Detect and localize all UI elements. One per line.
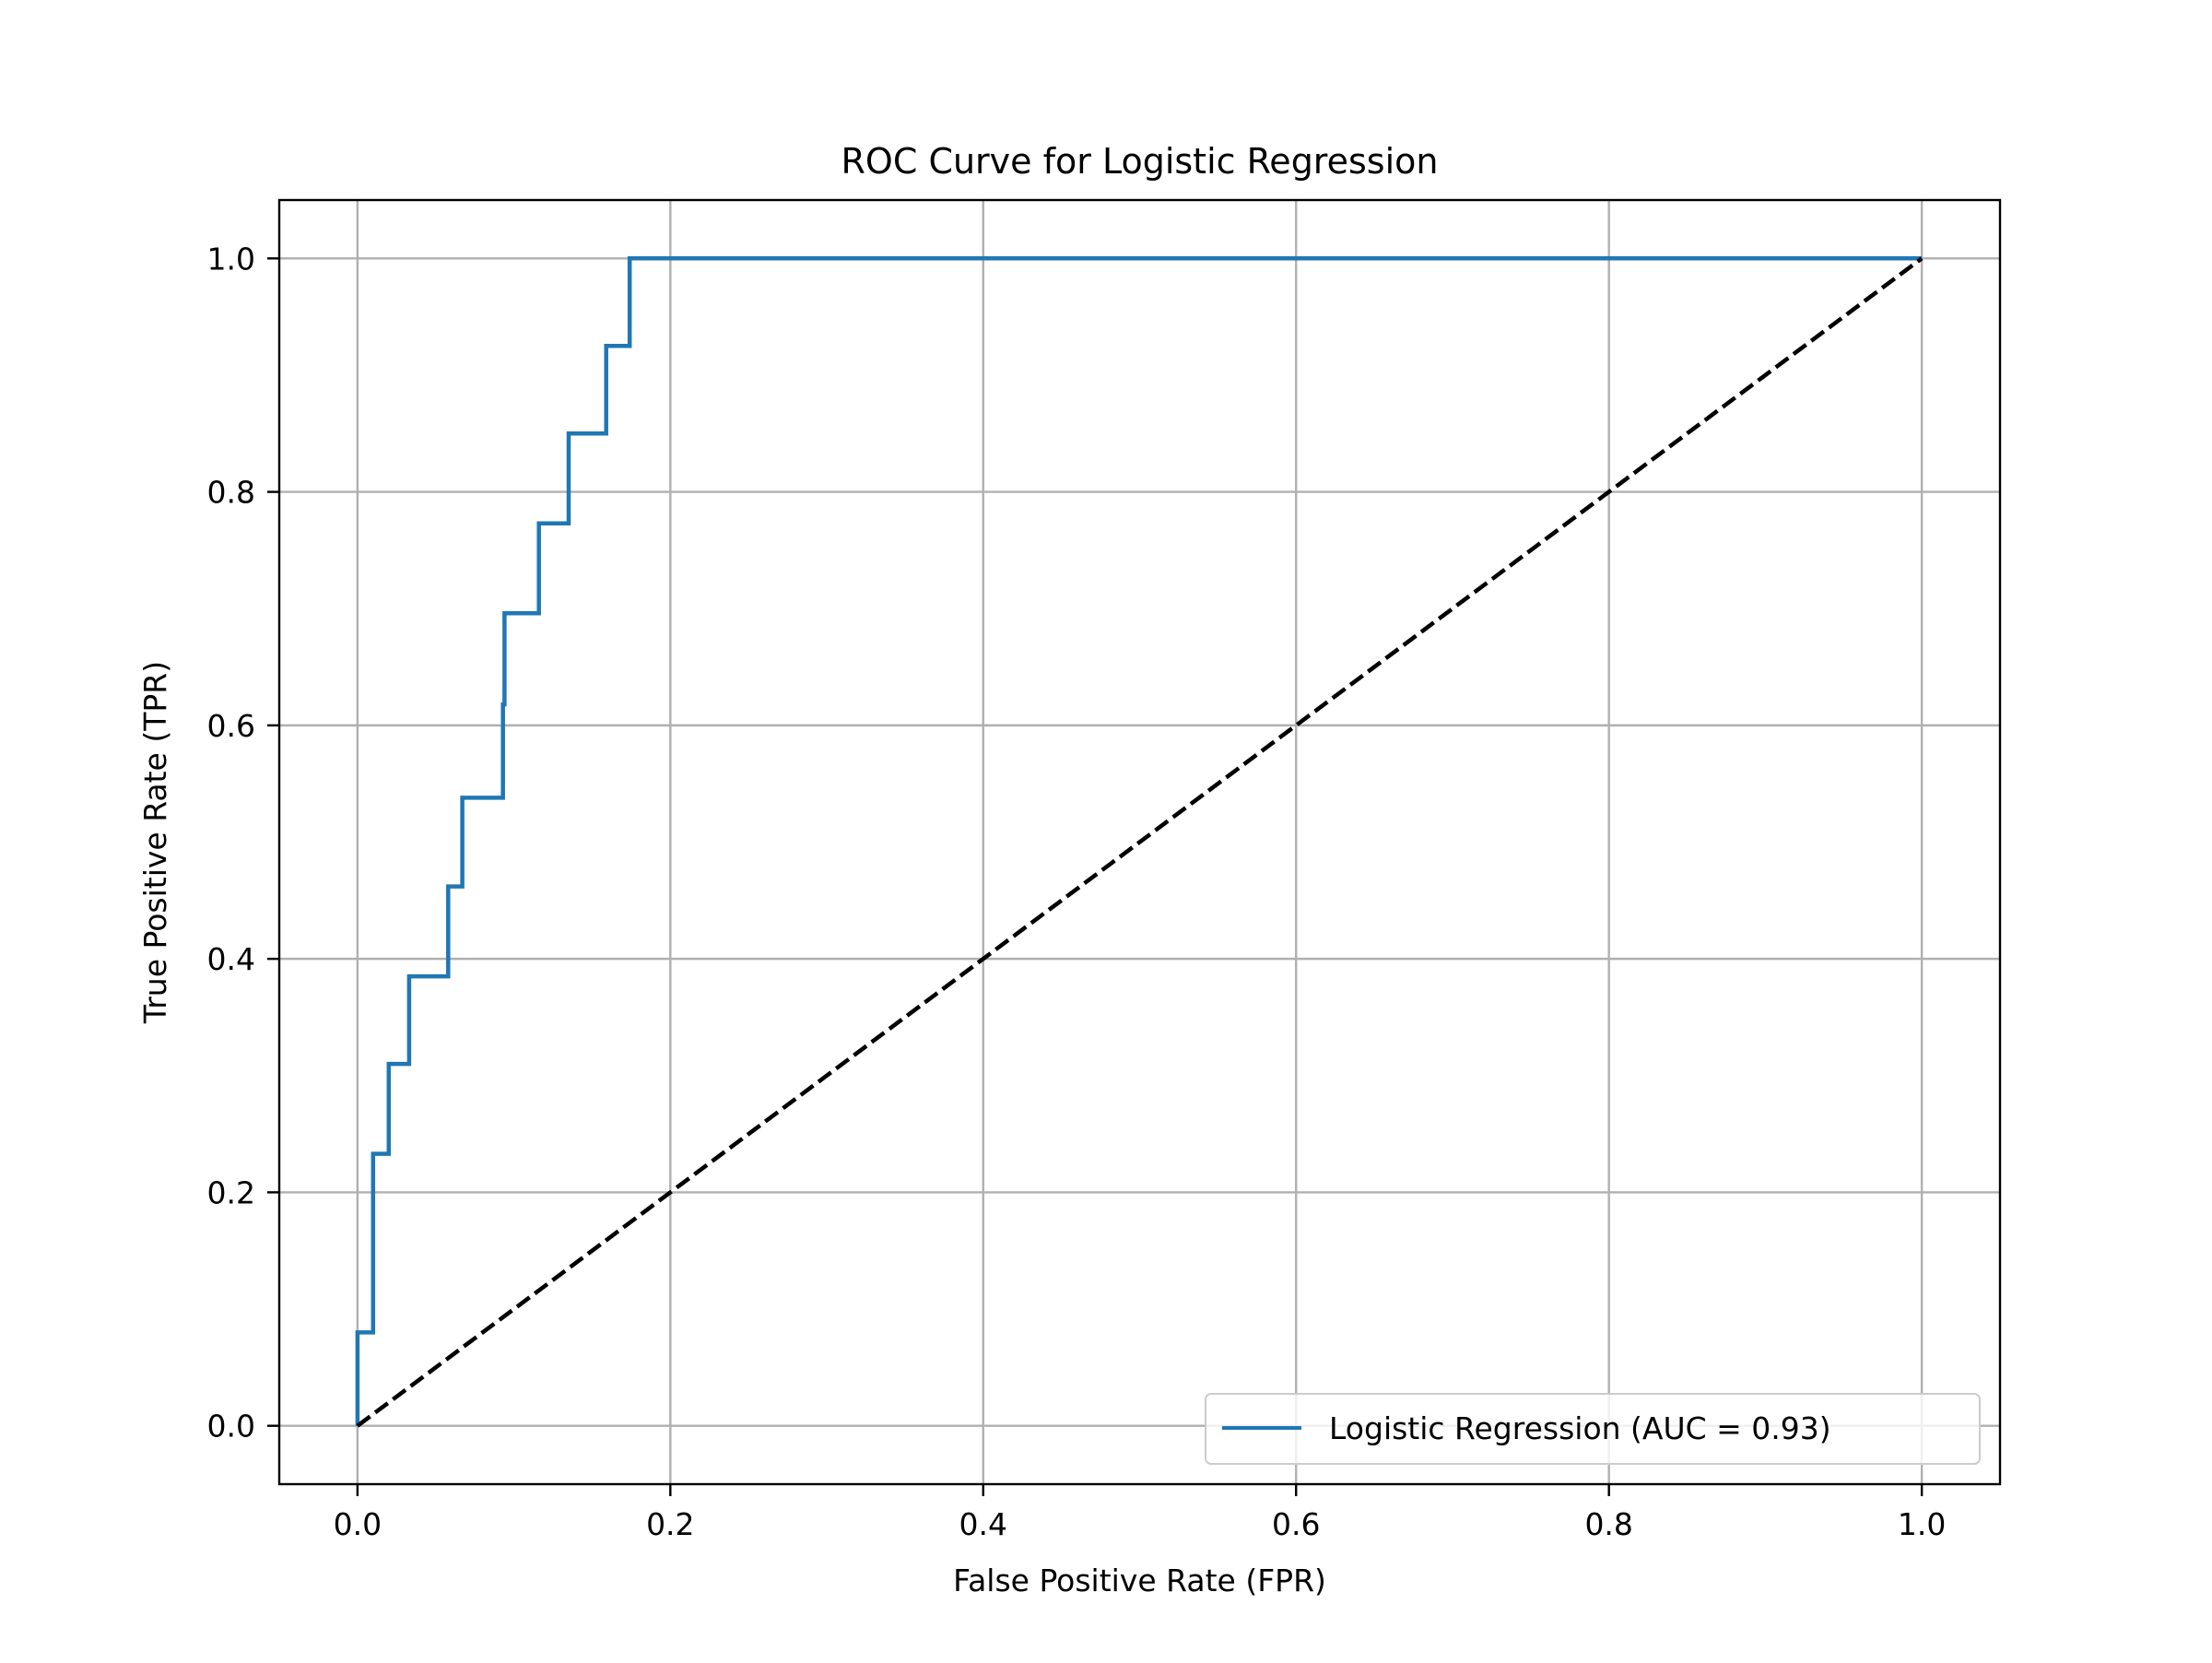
y-tick-label: 0.0 [207, 1409, 255, 1445]
legend: Logistic Regression (AUC = 0.93) [1205, 1393, 1981, 1465]
diagonal-reference-line [356, 256, 1924, 1428]
y-tick-label: 0.8 [207, 475, 255, 511]
legend-box [1205, 1393, 1981, 1465]
x-axis-label: False Positive Rate (FPR) [953, 1563, 1326, 1598]
axis-ticks: 0.0 0.2 0.4 0.6 0.8 1.0 0.0 0.2 0.4 0.6 0.8 1.0 [207, 241, 1947, 1542]
x-tick-label: 0.4 [959, 1506, 1007, 1542]
y-axis-label: True Positive Rate (TPR) [137, 661, 173, 1024]
x-tick-label: 0.8 [1584, 1506, 1632, 1542]
x-tick-label: 0.2 [646, 1506, 694, 1542]
x-tick-label: 0.6 [1272, 1506, 1320, 1542]
x-tick-label: 0.0 [334, 1506, 382, 1542]
chart-title: ROC Curve for Logistic Regression [841, 141, 1439, 182]
grid [279, 200, 2000, 1484]
roc-curve-line [355, 256, 1923, 1426]
y-tick-label: 1.0 [207, 241, 255, 277]
plot-frame [277, 198, 2002, 1486]
y-tick-label: 0.6 [207, 708, 255, 744]
y-tick-label: 0.4 [207, 941, 255, 977]
x-tick-label: 1.0 [1898, 1506, 1946, 1542]
y-tick-label: 0.2 [207, 1174, 255, 1210]
legend-label: Logistic Regression (AUC = 0.93) [1329, 1410, 1831, 1446]
series-layer [355, 256, 1924, 1428]
